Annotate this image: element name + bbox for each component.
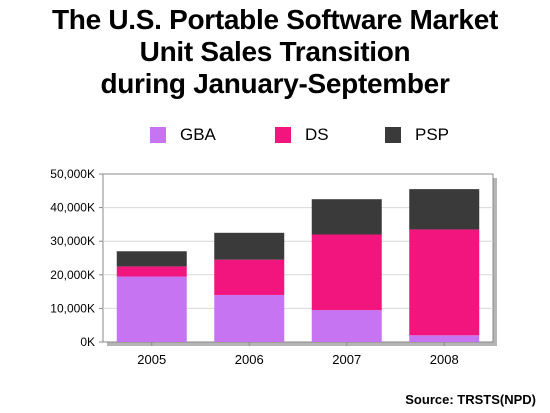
- legend-item-psp: PSP: [385, 124, 449, 146]
- legend-item-gba: GBA: [150, 124, 216, 146]
- bar-segment-ds-2008: [409, 229, 480, 336]
- y-tick-label: 10,000K: [50, 301, 95, 315]
- y-tick-label: 0K: [80, 335, 95, 349]
- x-tick-label-2006: 2006: [235, 352, 264, 367]
- bar-segment-gba-2007: [311, 310, 382, 342]
- bar-segment-psp-2006: [214, 232, 285, 260]
- legend-swatch-psp: [385, 127, 401, 143]
- bar-segment-psp-2007: [311, 199, 382, 235]
- y-tick-label: 50,000K: [50, 167, 95, 181]
- title-line-1: The U.S. Portable Software Market: [52, 4, 498, 35]
- title-line-3: during January-September: [100, 68, 450, 99]
- legend-item-ds: DS: [275, 124, 329, 146]
- bar-segment-ds-2007: [311, 234, 382, 311]
- y-tick-label: 30,000K: [50, 234, 95, 248]
- bar-segment-gba-2005: [116, 276, 187, 342]
- legend-swatch-ds: [275, 127, 291, 143]
- bar-segment-psp-2008: [409, 189, 480, 230]
- bar-segment-psp-2005: [116, 251, 187, 267]
- legend: GBA DS PSP: [0, 124, 550, 146]
- y-tick-label: 20,000K: [50, 268, 95, 282]
- x-tick-label-2008: 2008: [430, 352, 459, 367]
- bar-segment-gba-2006: [214, 294, 285, 342]
- legend-label-psp: PSP: [415, 125, 450, 144]
- x-tick-label-2007: 2007: [332, 352, 361, 367]
- y-tick-label: 40,000K: [50, 201, 95, 215]
- legend-label-ds: DS: [305, 125, 329, 144]
- bar-segment-ds-2005: [116, 266, 187, 277]
- legend-label-gba: GBA: [180, 125, 216, 144]
- legend-swatch-gba: [150, 127, 166, 143]
- source-note: Source: TRSTS(NPD): [405, 392, 536, 407]
- x-tick-label-2005: 2005: [137, 352, 166, 367]
- bar-segment-ds-2006: [214, 259, 285, 295]
- chart-title: The U.S. Portable Software Market Unit S…: [0, 4, 550, 100]
- title-line-2: Unit Sales Transition: [139, 36, 411, 67]
- bar-segment-gba-2008: [409, 335, 480, 342]
